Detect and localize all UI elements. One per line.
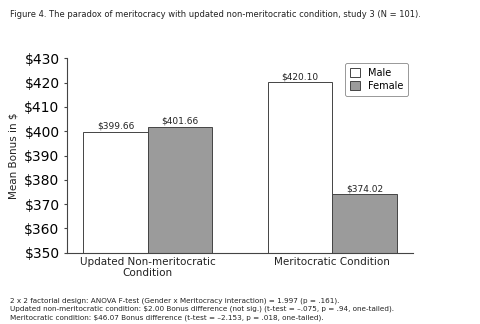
Text: $399.66: $399.66 (97, 122, 134, 131)
Y-axis label: Mean Bonus in $: Mean Bonus in $ (9, 112, 19, 199)
Text: Figure 4. The paradox of meritocracy with updated non-meritocratic condition, st: Figure 4. The paradox of meritocracy wit… (10, 10, 420, 19)
Bar (84, 132, 148, 253)
Bar (332, 194, 396, 253)
Legend: Male, Female: Male, Female (345, 63, 408, 96)
Text: $420.10: $420.10 (281, 72, 318, 81)
Text: $374.02: $374.02 (346, 184, 383, 193)
Bar (148, 127, 212, 253)
Text: 2 x 2 factorial design: ANOVA F-test (Gender x Meritocracy interaction) = 1.997 : 2 x 2 factorial design: ANOVA F-test (Ge… (10, 297, 394, 321)
Text: $401.66: $401.66 (161, 117, 199, 126)
Bar (268, 82, 332, 253)
